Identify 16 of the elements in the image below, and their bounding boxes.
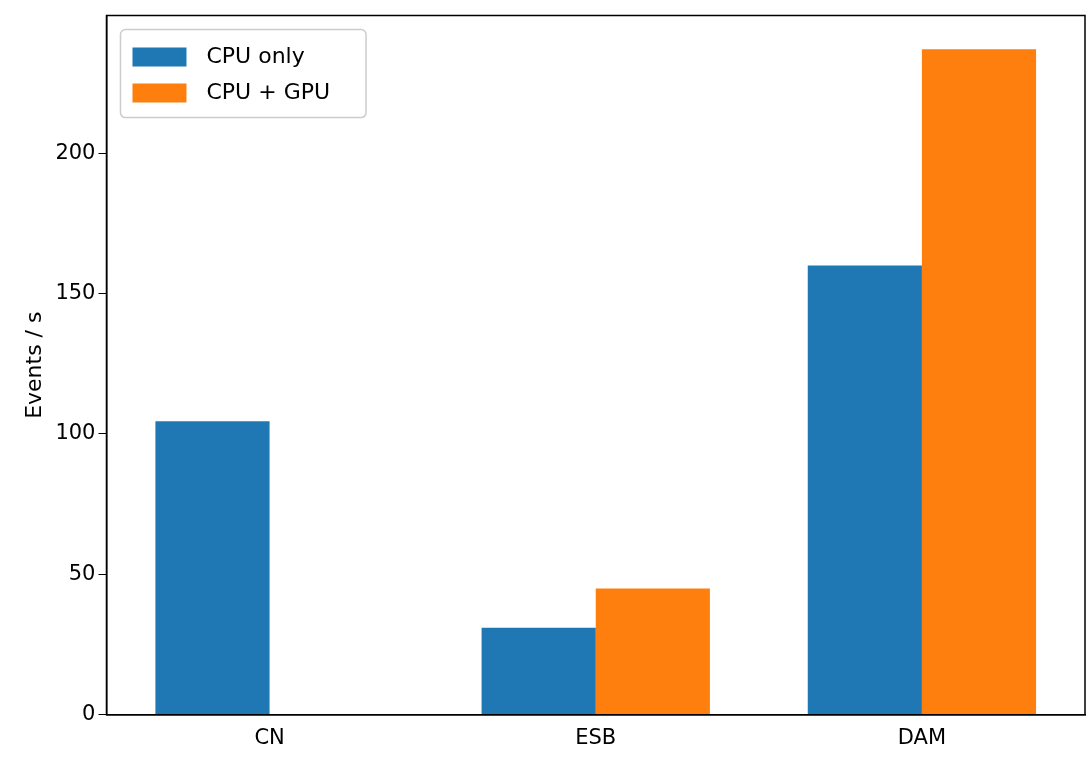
y-tick-label: 50: [68, 560, 96, 585]
x-tick-label: DAM: [897, 724, 947, 749]
y-tick-label: 100: [55, 420, 96, 445]
legend-label: CPU + GPU: [206, 79, 331, 105]
bar: [481, 627, 596, 715]
y-axis-title: Events / s: [20, 311, 46, 419]
x-tick-label: CN: [254, 724, 285, 749]
bar: [155, 421, 270, 715]
legend-label: CPU only: [206, 43, 305, 69]
y-tick-label: 0: [82, 701, 96, 726]
y-tick-label: 150: [55, 280, 96, 305]
bar: [595, 588, 710, 715]
bar: [807, 265, 922, 715]
y-tick-label: 200: [55, 139, 96, 164]
x-tick-label: ESB: [575, 724, 617, 749]
bar: [921, 49, 1037, 715]
